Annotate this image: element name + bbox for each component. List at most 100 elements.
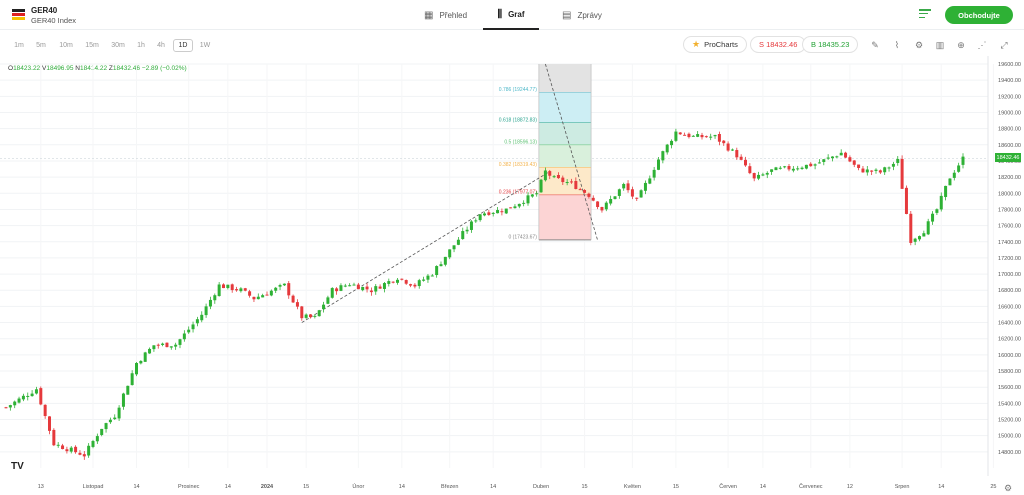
candle-body [870, 170, 874, 172]
tab-overview[interactable]: ▦ Přehled [424, 0, 467, 30]
candle-body [643, 182, 647, 191]
time-axis[interactable]: 13 Listopad 14 Prosinec 14 2024 15 Únor 14 Březen… [38, 483, 997, 490]
indicators-icon[interactable]: ⌇ [894, 39, 900, 50]
candle-body [887, 167, 891, 169]
bars-icon[interactable]: ▥ [935, 39, 945, 50]
candle-body [208, 299, 212, 307]
time-tick-label: Prosinec [178, 484, 200, 490]
candle-body [704, 136, 708, 138]
candle-body [95, 436, 99, 442]
trend-lines[interactable] [301, 63, 598, 323]
candle-body [717, 134, 721, 142]
candle-body [748, 166, 752, 174]
candles [4, 128, 965, 460]
candle-body [278, 285, 282, 287]
candle-body [735, 150, 739, 158]
price-tick-label: 17200.00 [998, 256, 1021, 262]
time-tick-label: Duben [533, 484, 549, 490]
candle-body [21, 395, 25, 400]
timeframe-5m[interactable]: 5m [36, 42, 46, 49]
candle-body [800, 167, 804, 169]
candle-body [309, 314, 312, 318]
time-tick-label: 2024 [261, 484, 274, 490]
candle-body [796, 168, 800, 170]
fullscreen-icon[interactable]: ⤢ [1000, 39, 1008, 50]
candle-body [452, 245, 456, 250]
timeframe-1w[interactable]: 1W [199, 42, 211, 49]
procharts-button[interactable]: ★ ProCharts [683, 36, 747, 53]
candle-body [165, 342, 169, 348]
buy-button[interactable]: B 18435.23 [802, 36, 859, 53]
timeframe-10m[interactable]: 10m [59, 42, 73, 49]
candle-body [330, 288, 334, 298]
timeframe-4h[interactable]: 4h [157, 42, 165, 49]
candle-body [269, 290, 273, 296]
candle-body [100, 428, 104, 435]
trade-button[interactable]: Obchodujte [945, 6, 1013, 24]
candle-body [217, 284, 221, 297]
timeframe-30m[interactable]: 30m [111, 42, 125, 49]
time-tick-label: 14 [399, 484, 405, 490]
tab-news[interactable]: ▤ Zprávy [562, 0, 602, 30]
fib-level-label: 0.5 (18596.13) [504, 140, 537, 146]
candle-body [770, 169, 774, 172]
candle-body [778, 167, 782, 169]
candle-body [504, 208, 508, 214]
candle-body [82, 454, 86, 457]
candle-body [600, 206, 604, 211]
price-chart[interactable]: 0.786 (19244.77) 0.618 (18872.83) 0.5 (185… [0, 56, 1024, 495]
share-icon[interactable]: ⋰ [977, 39, 987, 50]
candle-body [17, 398, 21, 403]
candle-body [639, 190, 643, 198]
candle-body [565, 182, 569, 184]
price-tick-label: 18800.00 [998, 127, 1021, 133]
candle-body [783, 166, 787, 168]
pencil-icon[interactable]: ✎ [871, 39, 879, 50]
candle-body [335, 288, 339, 292]
fib-level-label: 0.786 (19244.77) [499, 87, 537, 93]
candle-body [113, 417, 117, 420]
candle-body [322, 304, 326, 310]
candle-body [583, 190, 587, 193]
price-tick-label: 18200.00 [998, 175, 1021, 181]
candle-body [369, 290, 373, 293]
price-tick-label: 19000.00 [998, 110, 1021, 116]
add-icon[interactable]: ⊕ [957, 39, 965, 50]
candle-body [891, 163, 895, 167]
time-tick-label: 14 [760, 484, 766, 490]
timeframe-1d[interactable]: 1D [173, 39, 193, 52]
candle-body [813, 164, 817, 166]
candle-body [826, 157, 830, 159]
settings-icon[interactable]: ⚙ [914, 39, 924, 50]
candle-body [809, 163, 813, 167]
sell-button[interactable]: S 18432.46 [750, 36, 807, 53]
candle-body [713, 135, 717, 137]
candle-body [300, 306, 304, 319]
time-tick-label: Červenec [799, 483, 823, 490]
candle-body [613, 196, 617, 200]
candle-body [148, 348, 152, 354]
candle-body [817, 162, 821, 164]
timeframe-1h[interactable]: 1h [137, 42, 145, 49]
time-tick-label: 15 [303, 484, 309, 490]
timeframe-1m[interactable]: 1m [14, 42, 24, 49]
candle-body [339, 285, 343, 291]
time-tick-label: 12 [847, 484, 853, 490]
timeframe-15m[interactable]: 15m [85, 42, 99, 49]
price-tick-label: 18600.00 [998, 143, 1021, 149]
price-tick-label: 14800.00 [998, 450, 1021, 456]
grid-lines [0, 63, 994, 468]
tab-chart[interactable]: ⫼ Graf [483, 0, 539, 30]
candle-body [948, 178, 952, 186]
price-tick-label: 16400.00 [998, 321, 1021, 327]
fibonacci-retracement[interactable]: 0.786 (19244.77) 0.618 (18872.83) 0.5 (185… [499, 64, 592, 241]
menu-icon[interactable] [919, 9, 931, 21]
price-tick-label: 17400.00 [998, 240, 1021, 246]
candle-body [304, 314, 308, 318]
candle-body [548, 171, 552, 176]
candle-body [517, 203, 521, 207]
gear-icon[interactable]: ⚙ [1004, 483, 1013, 493]
candle-body [443, 256, 447, 265]
candle-body [239, 288, 243, 292]
candle-body [665, 144, 669, 153]
